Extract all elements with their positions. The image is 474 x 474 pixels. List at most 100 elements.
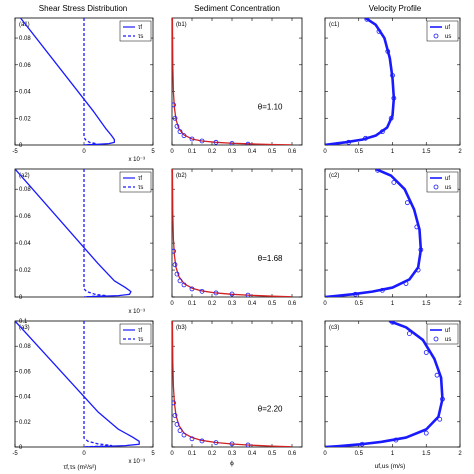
series-line xyxy=(172,18,293,145)
data-point xyxy=(199,288,205,294)
legend-label: τf xyxy=(138,25,142,31)
legend-label: uf xyxy=(445,328,450,334)
legend-label: us xyxy=(445,185,451,191)
panel-b1: 0 0.1 0.2 0.3 0.4 0.5 0.6 (b1) θ=1.10 xyxy=(170,17,303,155)
axes-frame xyxy=(171,17,303,146)
x-scale-note: x 10⁻³ xyxy=(128,459,145,465)
x-scale-note: x 10⁻³ xyxy=(128,157,145,163)
series-group xyxy=(325,169,424,297)
panel-label: (c2) xyxy=(329,173,339,179)
series-line xyxy=(83,169,107,297)
x-tick-label: 1 xyxy=(391,451,395,457)
series-line xyxy=(15,169,132,297)
column-title-concentration: Sediment Concentration xyxy=(194,4,280,13)
x-tick-label: 2 xyxy=(458,451,462,457)
data-point xyxy=(390,73,395,78)
panel-c3: 0 0.5 1 1.5 2 (c3) uf us xyxy=(323,320,462,457)
x-tick-label: 0.4 xyxy=(248,149,257,155)
x-tick-label: 0.4 xyxy=(248,301,257,307)
data-point xyxy=(245,292,251,297)
data-point xyxy=(403,281,409,286)
legend-label: τs xyxy=(138,337,143,343)
data-point xyxy=(379,287,385,293)
data-point xyxy=(391,180,397,185)
y-tick-label: 0 xyxy=(19,143,23,149)
x-tick-label: 0.3 xyxy=(228,149,237,155)
series-line xyxy=(325,169,423,297)
data-point xyxy=(363,135,368,141)
data-point xyxy=(404,200,410,206)
data-point xyxy=(352,291,358,297)
x-tick-label: 0.1 xyxy=(188,451,197,457)
panel-b2: 0 0.1 0.2 0.3 0.4 0.5 0.6 (b2) θ=1.68 xyxy=(170,168,303,307)
x-tick-label: 2 xyxy=(458,301,462,307)
x-tick-label: 0.4 xyxy=(248,451,257,457)
x-tick-label: 0 xyxy=(170,301,174,307)
x-tick-label: 2 xyxy=(458,149,462,155)
x-tick-label: 1.5 xyxy=(422,451,431,457)
x-tick-label: 0.5 xyxy=(268,301,277,307)
data-point xyxy=(434,372,440,378)
y-tick-label: 0.06 xyxy=(19,63,31,69)
data-point xyxy=(423,430,429,436)
legend-label: τf xyxy=(138,328,142,334)
x-tick-label: 1.5 xyxy=(422,301,431,307)
data-point xyxy=(174,123,180,129)
legend-box xyxy=(426,323,459,345)
y-tick-label: 0.06 xyxy=(19,369,31,375)
data-point xyxy=(229,140,235,145)
legend-box xyxy=(426,171,459,193)
data-point xyxy=(229,291,235,297)
x-tick-label: 0.6 xyxy=(288,451,297,457)
data-point xyxy=(423,350,429,355)
data-point xyxy=(359,441,365,447)
legend-label: uf xyxy=(445,176,450,182)
x-tick-label: -5 xyxy=(12,451,18,457)
series-group xyxy=(15,169,132,297)
x-tick-label: 0.5 xyxy=(355,301,364,307)
x-label-shear: τf,τs (m²/s²) xyxy=(64,464,97,471)
data-point xyxy=(213,139,219,145)
panel-label: (c3) xyxy=(329,325,339,331)
x-tick-label: 0.5 xyxy=(268,149,277,155)
x-tick-label: 0.5 xyxy=(355,149,364,155)
x-tick-label: 1 xyxy=(391,149,395,155)
data-point xyxy=(181,133,187,139)
data-point xyxy=(418,247,424,253)
data-point xyxy=(364,18,370,22)
x-tick-label: 0.2 xyxy=(208,451,217,457)
series-group xyxy=(172,18,293,145)
data-point xyxy=(172,248,176,254)
x-scale-note: x 10⁻³ xyxy=(128,309,145,315)
data-point xyxy=(375,169,381,173)
x-tick-label: 1.5 xyxy=(422,149,431,155)
y-tick-label: 0.02 xyxy=(19,116,31,122)
y-tick-label: 0.04 xyxy=(19,90,31,96)
data-point xyxy=(346,139,352,145)
x-tick-label: 0 xyxy=(170,451,174,457)
panel-label: (a3) xyxy=(19,325,30,331)
x-tick-label: 0.1 xyxy=(188,149,197,155)
x-tick-label: 0 xyxy=(82,149,86,155)
series-line xyxy=(172,169,293,297)
data-point xyxy=(388,115,394,121)
legend-box xyxy=(119,20,152,42)
legend-swatch xyxy=(433,33,439,39)
series-line xyxy=(20,18,116,145)
legend-box xyxy=(119,171,152,193)
x-tick-label: 0 xyxy=(323,301,327,307)
panel-c2: 0 0.5 1 1.5 2 (c2) uf us xyxy=(323,168,462,307)
series-line xyxy=(83,18,98,145)
data-point xyxy=(213,290,219,296)
x-tick-label: 0.2 xyxy=(208,149,217,155)
data-point xyxy=(172,413,178,418)
panel-a2: 0 0.02 0.04 0.06 0.08 (a2) x 10⁻³ τf τs xyxy=(14,168,154,315)
data-point xyxy=(199,138,205,144)
panel-label: (b1) xyxy=(176,22,187,28)
x-tick-label: -5 xyxy=(12,149,18,155)
data-point xyxy=(379,129,385,135)
